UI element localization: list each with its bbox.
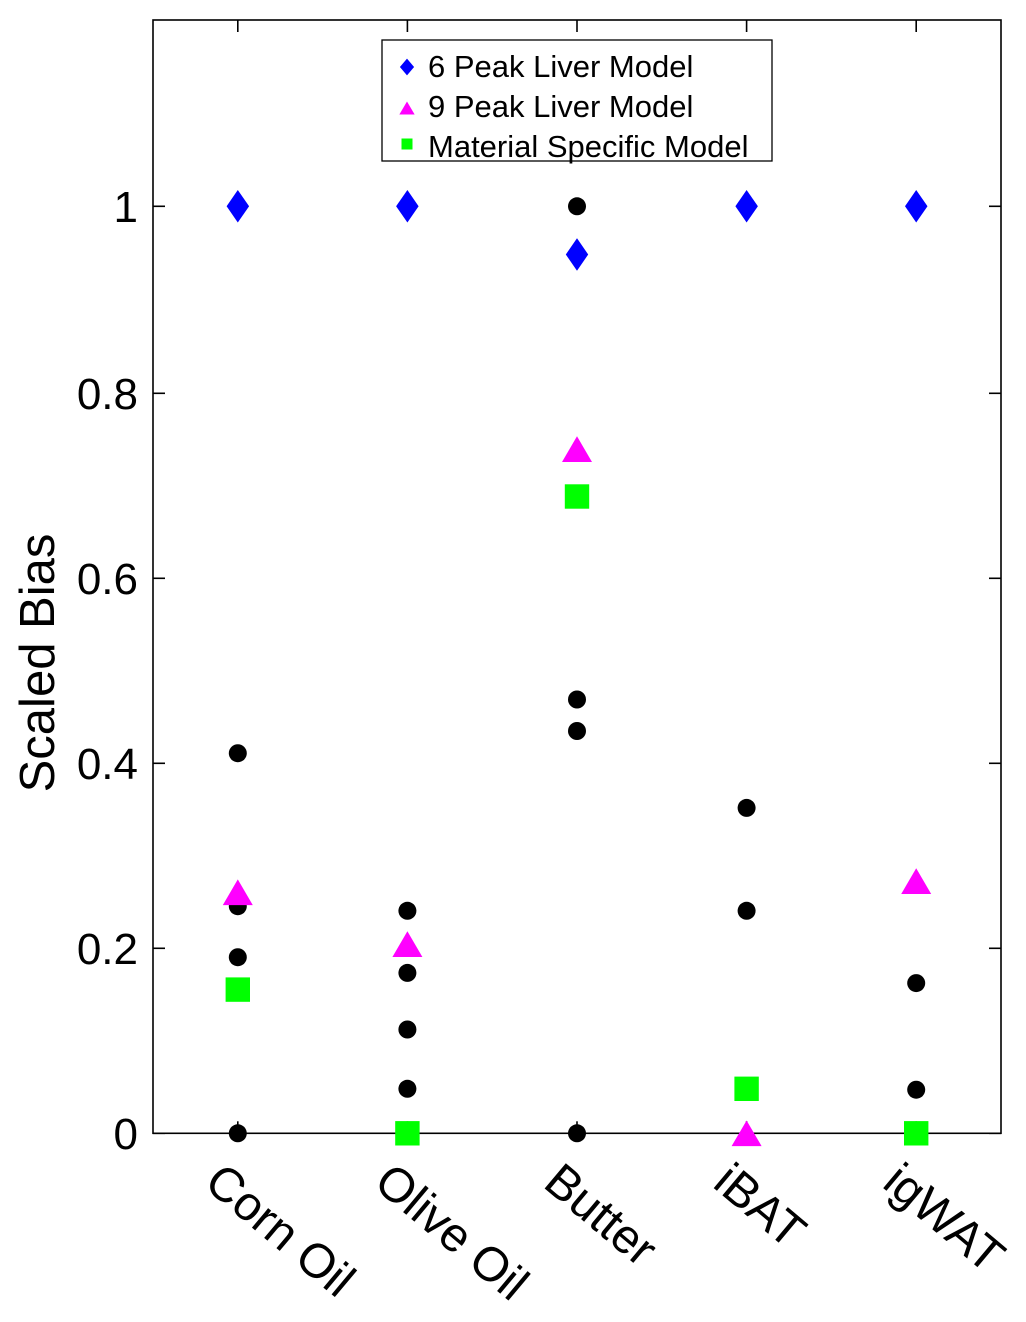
svg-text:iBAT: iBAT [704,1154,815,1259]
svg-text:6 Peak Liver Model: 6 Peak Liver Model [428,49,693,84]
svg-text:0.4: 0.4 [77,740,138,789]
svg-text:0.8: 0.8 [77,370,138,419]
svg-text:0.6: 0.6 [77,555,138,604]
svg-text:Butter: Butter [535,1154,667,1277]
svg-text:0: 0 [114,1110,138,1159]
svg-text:0.2: 0.2 [77,925,138,974]
svg-text:Scaled Bias: Scaled Bias [11,534,65,793]
svg-text:igWAT: igWAT [874,1154,1014,1284]
svg-text:Corn Oil: Corn Oil [195,1154,364,1308]
svg-text:9 Peak Liver Model: 9 Peak Liver Model [428,89,693,124]
svg-text:1: 1 [114,183,138,232]
svg-text:Material Specific Model: Material Specific Model [428,129,748,164]
svg-text:Olive Oil: Olive Oil [365,1154,538,1311]
